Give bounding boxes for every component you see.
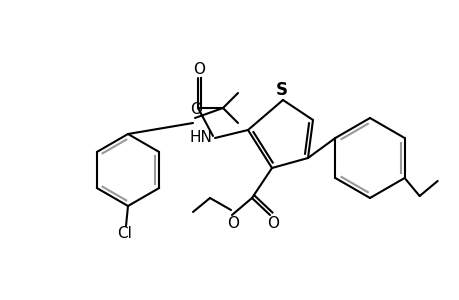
Text: O: O bbox=[226, 215, 239, 230]
Text: O: O bbox=[266, 215, 279, 230]
Text: Cl: Cl bbox=[118, 226, 132, 242]
Text: HN: HN bbox=[189, 130, 212, 145]
Text: S: S bbox=[275, 81, 287, 99]
Text: O: O bbox=[190, 101, 202, 116]
Text: O: O bbox=[193, 61, 205, 76]
